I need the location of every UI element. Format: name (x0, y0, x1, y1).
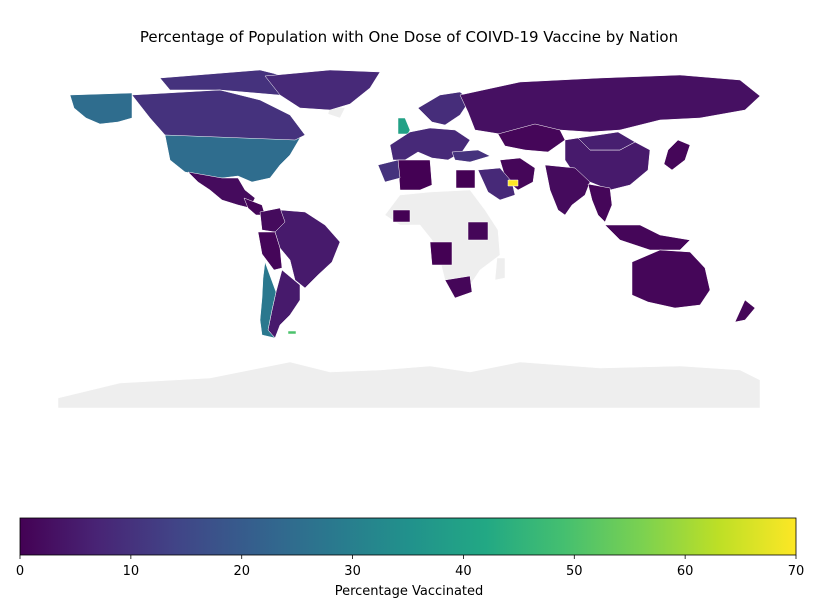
colorbar-tick-label: 20 (233, 564, 250, 579)
colorbar-tick-label: 10 (123, 564, 140, 579)
country-russia (459, 74, 761, 135)
country-kazakhstan (497, 123, 566, 153)
country-algeria (397, 159, 433, 191)
country-alaska (69, 92, 133, 125)
country-australia (631, 249, 711, 309)
country-scandinavia (417, 91, 471, 126)
country-saudi-arabia (477, 167, 516, 201)
country-mongolia (577, 131, 636, 151)
country-kenya (467, 221, 489, 241)
colorbar-tick-label: 70 (788, 564, 805, 579)
colorbar-tick-label: 60 (677, 564, 694, 579)
country-turkey (451, 149, 491, 163)
colorbar-tick-label: 40 (455, 564, 472, 579)
country-united-kingdom (397, 117, 411, 135)
country-india (544, 164, 591, 216)
country-southeast-asia (587, 183, 613, 223)
country-falkland-islands (287, 330, 297, 335)
country-angola (429, 241, 453, 266)
country-south-africa (444, 275, 473, 299)
colorbar-tick-label: 0 (16, 564, 24, 579)
country-japan (663, 139, 691, 171)
colorbar-gradient (19, 517, 797, 556)
countries-layer (57, 69, 761, 409)
colorbar-tick-label: 50 (566, 564, 583, 579)
country-greenland (264, 69, 381, 111)
country-indonesia (604, 224, 691, 251)
colorbar: 0 10 20 30 40 50 60 70 (16, 517, 805, 579)
chart-title: Percentage of Population with One Dose o… (139, 28, 679, 46)
country-nigeria (392, 209, 411, 223)
no-data-region-2 (494, 257, 506, 281)
colorbar-label: Percentage Vaccinated (334, 584, 484, 599)
country-new-zealand (734, 299, 756, 323)
country-peru (257, 231, 283, 271)
country-egypt (455, 169, 476, 189)
no-data-region-0 (57, 361, 761, 409)
country-united-states (164, 134, 301, 183)
country-united-arab-emirates (507, 179, 519, 187)
colorbar-tick-label: 30 (344, 564, 361, 579)
country-colombia (259, 207, 286, 233)
country-chile (259, 261, 277, 339)
country-morocco (377, 159, 401, 183)
